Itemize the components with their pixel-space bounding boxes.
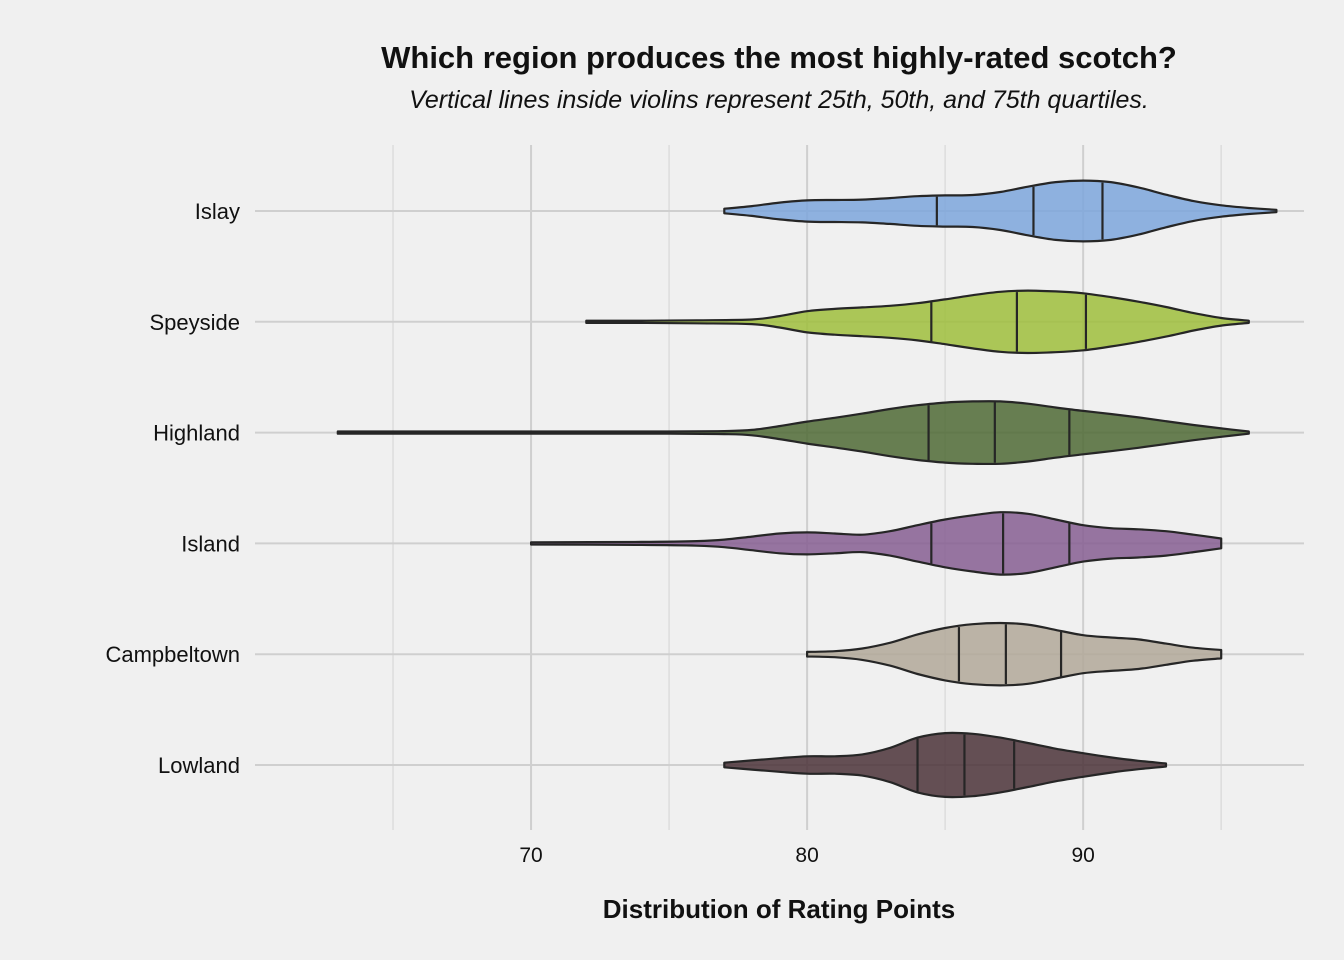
x-axis-label: Distribution of Rating Points [603, 894, 955, 924]
violin-body-islay [723, 179, 1278, 243]
category-label-highland: Highland [153, 421, 240, 446]
chart-title: Which region produces the most highly-ra… [381, 40, 1177, 75]
category-label-island: Island [181, 531, 240, 556]
violin-body-speyside [585, 289, 1250, 355]
violin-islay [723, 179, 1278, 243]
violin-island [530, 511, 1223, 576]
violin-body-campbeltown [806, 621, 1223, 687]
category-labels: Islay Speyside Highland Island Campbeltown Lo… [105, 199, 240, 778]
violin-highland [336, 400, 1250, 466]
x-tick-label-90: 90 [1071, 844, 1094, 867]
violin-campbeltown [806, 621, 1223, 687]
x-tick-label-80: 80 [795, 844, 818, 867]
x-tick-labels: 70 80 90 [519, 844, 1094, 867]
x-tick-label-70: 70 [519, 844, 542, 867]
category-label-campbeltown: Campbeltown [105, 642, 240, 667]
violin-lowland [723, 731, 1168, 799]
category-label-speyside: Speyside [149, 310, 240, 335]
violin-group [336, 179, 1278, 799]
violin-speyside [585, 289, 1250, 355]
category-label-islay: Islay [195, 199, 240, 224]
violin-body-lowland [723, 731, 1168, 799]
grid-lines [255, 145, 1304, 830]
chart-subtitle: Vertical lines inside violins represent … [409, 86, 1149, 114]
violin-body-highland [336, 400, 1250, 466]
violin-body-island [530, 511, 1223, 576]
category-label-lowland: Lowland [158, 753, 240, 778]
